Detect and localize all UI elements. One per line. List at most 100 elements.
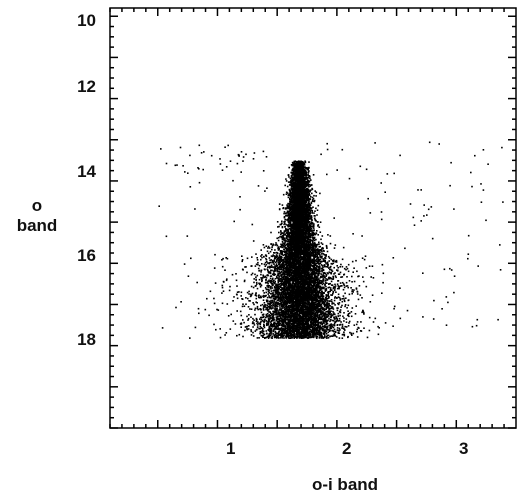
scatter-point [310,316,313,319]
scatter-point [328,260,330,262]
scatter-point [335,291,337,293]
scatter-point [285,193,288,195]
scatter-point [306,280,308,283]
scatter-point [295,324,298,326]
scatter-point [304,233,306,235]
scatter-point [282,244,285,247]
scatter-point [329,287,332,289]
scatter-point [337,303,340,306]
scatter-point [299,269,302,271]
scatter-point [308,299,311,301]
scatter-point [314,256,317,258]
scatter-point [328,302,330,305]
scatter-point [307,274,310,276]
scatter-point [315,285,318,287]
scatter-point [250,329,252,331]
scatter-point [313,223,315,225]
scatter-point [329,335,331,338]
scatter-point [280,236,283,239]
scatter-point [307,265,310,267]
scatter-point [310,275,312,278]
scatter-point [307,330,309,332]
scatter-point [315,286,318,288]
scatter-point [255,301,257,303]
scatter-point [283,253,286,256]
scatter-point [298,280,301,283]
scatter-point [293,161,295,164]
scatter-point [302,331,305,333]
scatter-point [287,276,289,279]
scatter-point [314,233,317,236]
scatter-point [293,327,296,329]
scatter-point [321,265,324,267]
scatter-point [306,283,308,286]
scatter-point [272,324,274,326]
scatter-point [302,332,304,335]
scatter-point [308,277,311,279]
scatter-point [319,276,322,279]
scatter-point [307,203,310,206]
scatter-point [319,309,321,311]
scatter-point [320,303,323,306]
scatter-point [315,265,318,267]
scatter-point [291,177,294,180]
scatter-point [272,333,274,335]
scatter-point [279,314,282,317]
scatter-point [279,280,282,282]
scatter-point [317,204,320,207]
scatter-point [250,334,253,336]
scatter-point [332,262,335,265]
scatter-point [329,282,331,285]
scatter-point [266,333,268,335]
scatter-point [274,301,276,304]
scatter-point [282,246,285,248]
scatter-point [289,255,291,258]
scatter-point [341,323,344,326]
scatter-point [312,174,315,176]
scatter-point [283,307,286,309]
scatter-point [288,299,291,302]
scatter-point [261,320,264,322]
scatter-point [274,298,277,301]
scatter-point [278,203,281,205]
scatter-point [323,333,325,335]
scatter-point [320,318,322,321]
scatter-point [297,322,299,324]
scatter-point [279,278,281,281]
scatter-point [311,222,314,224]
scatter-point [283,215,286,218]
scatter-point [284,244,287,247]
scatter-point [289,288,291,291]
scatter-point [286,266,288,268]
scatter-point [280,289,282,291]
scatter-point [319,221,322,223]
scatter-point [328,286,331,289]
scatter-point [291,174,294,176]
scatter-point [316,254,319,257]
scatter-point [342,246,345,249]
scatter-point [307,207,309,209]
scatter-point [319,262,322,265]
scatter-point [278,279,281,281]
scatter-point [324,300,327,303]
scatter-point [281,332,283,335]
scatter-point [333,273,335,275]
scatter-point [299,259,301,262]
scatter-point [259,332,261,335]
scatter-point [306,279,309,281]
scatter-point [283,221,285,223]
scatter-point [313,239,316,242]
scatter-point [277,261,280,264]
scatter-point [303,274,306,277]
scatter-point [314,272,316,275]
scatter-point [283,212,285,215]
scatter-point [289,245,291,248]
scatter-point [318,259,321,261]
scatter-point [261,331,263,334]
scatter-point [281,252,283,255]
scatter-point [317,286,319,289]
scatter-point [282,193,285,196]
scatter-point [329,311,331,314]
scatter-point [312,223,314,225]
scatter-point [267,302,269,305]
